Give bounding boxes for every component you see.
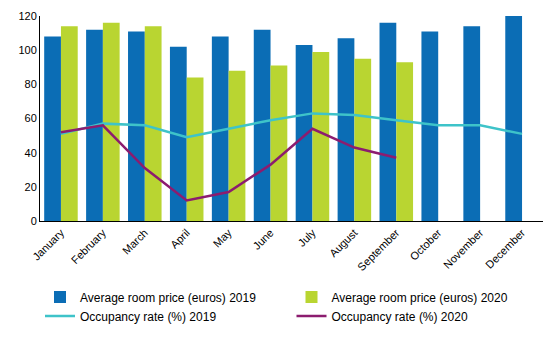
svg-text:March: March bbox=[120, 227, 150, 257]
svg-text:Occupancy rate (%) 2020: Occupancy rate (%) 2020 bbox=[332, 310, 468, 324]
svg-text:January: January bbox=[30, 226, 67, 263]
svg-text:Occupancy rate (%) 2019: Occupancy rate (%) 2019 bbox=[80, 310, 216, 324]
svg-text:120: 120 bbox=[18, 10, 36, 22]
svg-text:June: June bbox=[250, 227, 275, 252]
svg-text:0: 0 bbox=[31, 215, 37, 227]
svg-text:December: December bbox=[483, 226, 528, 271]
svg-text:60: 60 bbox=[25, 112, 37, 124]
svg-text:100: 100 bbox=[18, 44, 36, 56]
svg-text:April: April bbox=[168, 227, 192, 251]
svg-text:October: October bbox=[407, 226, 443, 262]
svg-text:Average room price (euros) 202: Average room price (euros) 2020 bbox=[332, 291, 508, 305]
svg-text:September: September bbox=[355, 226, 402, 273]
svg-text:Average room price (euros) 201: Average room price (euros) 2019 bbox=[80, 291, 256, 305]
svg-text:February: February bbox=[69, 226, 109, 266]
svg-text:August: August bbox=[327, 227, 360, 260]
svg-text:November: November bbox=[441, 226, 486, 271]
svg-text:July: July bbox=[295, 226, 318, 249]
svg-text:80: 80 bbox=[25, 78, 37, 90]
svg-text:20: 20 bbox=[25, 181, 37, 193]
svg-text:May: May bbox=[211, 226, 235, 250]
svg-text:40: 40 bbox=[25, 147, 37, 159]
